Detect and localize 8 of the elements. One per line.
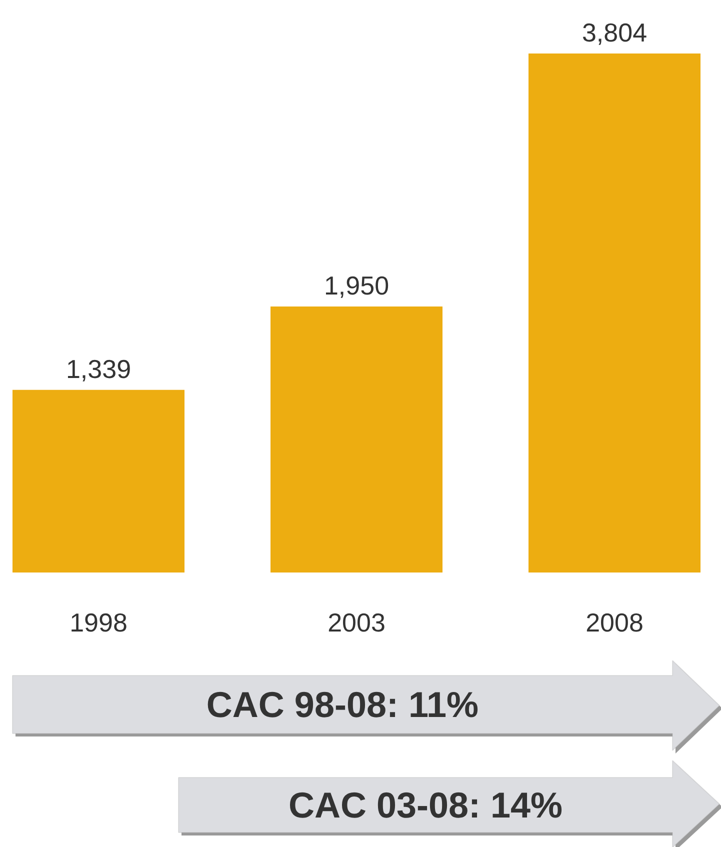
x-tick-label: 1998 bbox=[70, 608, 128, 638]
x-tick-label: 2003 bbox=[328, 608, 386, 638]
data-label: 1,950 bbox=[324, 270, 390, 300]
text: CAC 98-08: 11% bbox=[206, 684, 479, 725]
x-tick-label: 2008 bbox=[586, 608, 644, 638]
text: CAC 03-08: 14% bbox=[288, 784, 563, 826]
data-label: 1,339 bbox=[66, 354, 132, 384]
data-label: 3,804 bbox=[582, 18, 648, 48]
